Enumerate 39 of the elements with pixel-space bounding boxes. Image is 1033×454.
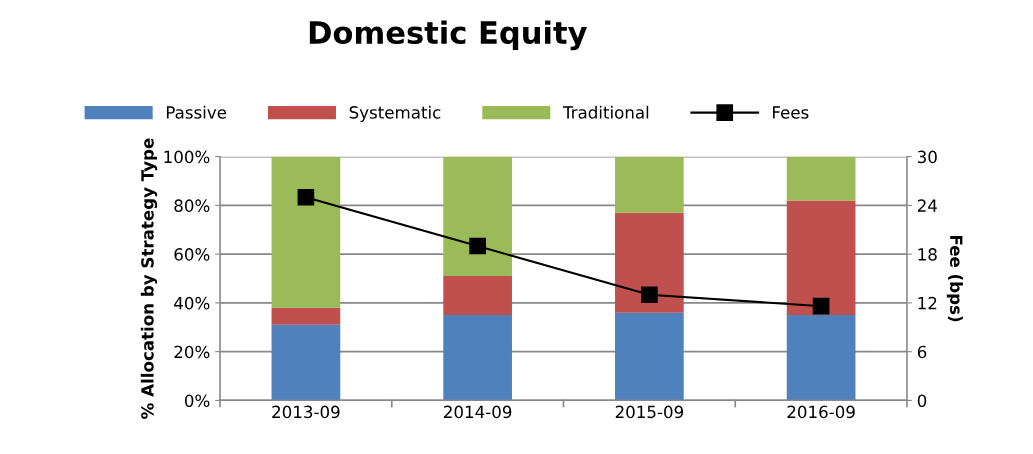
y-tick-label: 80%	[174, 199, 210, 212]
bar	[271, 307, 341, 325]
legend-label: Systematic	[349, 105, 441, 122]
x-tick-label: 2014-09	[444, 405, 512, 419]
bar	[615, 156, 684, 213]
bar	[443, 156, 512, 277]
y2-tick-label: 18	[918, 248, 937, 261]
y-tick-label: 100%	[164, 150, 210, 164]
bar	[443, 315, 512, 401]
bar	[271, 324, 341, 401]
y-tick-label: 0%	[184, 394, 210, 407]
point	[469, 237, 486, 255]
point	[641, 286, 658, 304]
bar	[271, 156, 341, 308]
legend-label: Passive	[166, 105, 227, 119]
y2-tick-label: 0	[917, 394, 927, 407]
chart-title: Domestic Equity	[309, 20, 587, 51]
x-tick-label: 2015-09	[615, 405, 684, 419]
point	[812, 297, 830, 315]
y2-tick-label: 6	[917, 345, 927, 359]
y2-tick-label: 12	[918, 296, 937, 310]
y-tick-label: 20%	[174, 345, 210, 359]
bar	[615, 212, 684, 313]
bar	[615, 312, 684, 401]
bar	[786, 200, 856, 316]
x-tick-label: 2013-09	[272, 405, 340, 419]
y-tick-label: 40%	[174, 296, 210, 310]
bar	[443, 276, 512, 316]
y-axis-title: % Allocation by Strategy Type	[140, 138, 158, 419]
y2-tick-label: 24	[917, 199, 937, 212]
point	[297, 188, 315, 206]
bar	[786, 156, 856, 201]
x-tick-label: 2016-09	[787, 405, 855, 419]
legend-label: Fees	[773, 106, 809, 119]
y2-axis-title: Fee (bps)	[946, 235, 963, 322]
bar	[786, 315, 856, 401]
y2-tick-label: 30	[917, 150, 937, 164]
legend-label: Traditional	[562, 105, 649, 119]
y-tick-label: 60%	[174, 248, 210, 261]
